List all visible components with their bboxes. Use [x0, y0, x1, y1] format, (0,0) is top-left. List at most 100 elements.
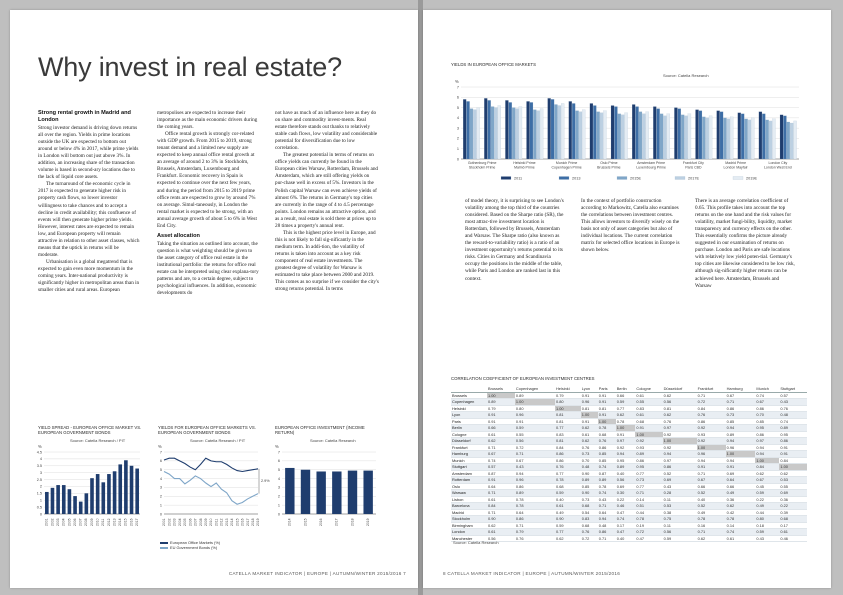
section-heading-rental-growth: Strong rental growth in Madrid and Londo…	[38, 110, 131, 123]
table-cell: 0.91	[696, 463, 726, 471]
figure-2-legend: European Office Markets (%) EU Governmen…	[160, 540, 220, 550]
y-tick-label: 3.5	[37, 464, 42, 468]
table-cell: 0.92	[635, 437, 663, 445]
footer-left: CATELLA MARKET INDICATOR | EUROPE | AUTU…	[228, 571, 406, 576]
x-tick-label: 2016	[129, 518, 133, 526]
table-cell: 1.00	[635, 431, 663, 438]
table-cell: 0.85	[755, 418, 780, 425]
x-tick-label: 2011	[101, 519, 105, 526]
table-cell: 0.69	[725, 470, 756, 477]
x-tick-label: 2007	[194, 518, 198, 526]
y-tick-label: 4	[278, 477, 280, 481]
table-cell: 0.55	[635, 398, 663, 406]
y-tick-label: 5	[457, 106, 459, 110]
bar	[747, 119, 752, 160]
correlation-table: Brussels Copenhagen Helsinki Lyon Paris Berli…	[451, 386, 807, 542]
y-tick-label: 5	[160, 468, 162, 472]
bar	[78, 501, 83, 514]
table-cell: 0.94	[755, 444, 780, 451]
figure-1-unit: %	[38, 444, 42, 449]
page-right: YIELDS IN EUROPEAN OFFICE MARKETS Source…	[423, 10, 831, 588]
table-cell: 0.59	[755, 489, 780, 497]
x-category-label: Gothenburg Prime	[468, 161, 497, 165]
table-cell: 0.67	[755, 476, 780, 484]
table-cell: 0.71	[597, 535, 616, 542]
bar	[786, 121, 790, 160]
legend-swatch	[500, 176, 512, 180]
table-cell: 0.94	[725, 457, 756, 464]
bar	[793, 120, 797, 160]
table-cell: 0.95	[779, 431, 807, 438]
column-header: Hamburg	[725, 386, 756, 393]
bar	[621, 114, 625, 160]
bar	[575, 110, 579, 160]
table-cell: 0.76	[554, 463, 581, 471]
bar	[518, 106, 523, 160]
table-cell: 0.93	[696, 431, 726, 438]
table-cell: 0.61	[580, 431, 598, 438]
table-cell: 0.43	[662, 483, 697, 490]
bar	[702, 116, 706, 160]
table-cell: 0.91	[779, 450, 807, 458]
y-tick-label: 0	[160, 512, 162, 516]
table-cell: 0.77	[635, 483, 663, 490]
table-row: Birmingham 0.62 0.71 0.59 0.68 0.48 0.17 0.19 0.…	[451, 522, 807, 529]
x-category-label: Oslo Prime	[600, 161, 617, 165]
table-cell: 0.92	[662, 444, 697, 451]
bar	[762, 113, 766, 160]
x-tick-label: 2014	[118, 518, 122, 526]
x-tick-label: 2018	[350, 518, 354, 526]
table-cell: 0.79	[554, 392, 581, 399]
row-label: Copenhagen	[451, 398, 487, 406]
table-cell: 0.86	[514, 483, 555, 490]
table-cell: 0.59	[615, 398, 636, 406]
table-source: Source: Catella Research	[453, 540, 499, 545]
table-cell: 0.71	[725, 398, 756, 406]
table-cell: 0.62	[487, 437, 515, 445]
table-row: Copenhagen 0.89 1.00 0.80 0.96 0.91 0.59 0.55 0.…	[451, 398, 807, 406]
table-cell: 0.78	[696, 515, 726, 523]
bar	[687, 113, 692, 160]
column-header: Brussels	[487, 386, 515, 393]
table-cell: 0.77	[635, 470, 663, 477]
table-cell: 0.85	[580, 483, 598, 490]
x-tick-label: 2014	[288, 518, 292, 526]
table-cell: 0.86	[597, 444, 616, 451]
row-label: Manchester	[451, 535, 487, 542]
table-cell: 0.94	[615, 450, 636, 458]
bar	[554, 104, 558, 160]
bar	[61, 485, 66, 514]
table-cell: 0.77	[554, 528, 581, 536]
column-header: Düsseldorf	[662, 386, 697, 393]
table-cell: 0.81	[580, 405, 598, 412]
table-cell: 0.66	[725, 483, 756, 490]
table-cell: 0.16	[696, 522, 726, 529]
table-cell: 0.92	[662, 431, 697, 438]
table-cell: 0.64	[514, 509, 555, 516]
x-tick-label: 2006	[188, 518, 192, 526]
column-header: Munich	[755, 386, 780, 393]
x-tick-label: 2017	[135, 518, 139, 526]
x-category-label: Copenhagen Prime	[552, 166, 582, 170]
table-cell: 0.89	[597, 476, 616, 484]
table-cell: 0.86	[597, 528, 616, 536]
table-cell: 0.89	[635, 450, 663, 458]
x-tick-label: 2015	[124, 518, 128, 526]
table-title: CORRELATION COEFFICIENT OF EUROPEAN INVE…	[451, 376, 595, 381]
table-cell: 0.73	[580, 496, 598, 503]
row-label: Paris	[451, 418, 487, 425]
x-tick-label: 2004	[178, 518, 182, 526]
table-cell: 0.96	[514, 411, 555, 419]
table-cell: 0.64	[597, 509, 616, 516]
table-cell: 0.78	[635, 515, 663, 523]
table-cell: 0.67	[725, 392, 756, 399]
table-cell: 0.94	[514, 470, 555, 477]
table-cell: 0.74	[755, 392, 780, 399]
table-cell: 1.00	[597, 418, 616, 425]
bar	[107, 474, 111, 514]
y-tick-label: 2	[40, 485, 42, 489]
bar	[663, 115, 667, 160]
table-corner-cell	[451, 386, 487, 393]
bar	[101, 482, 106, 514]
legend-item: European Office Markets (%)	[160, 540, 220, 545]
